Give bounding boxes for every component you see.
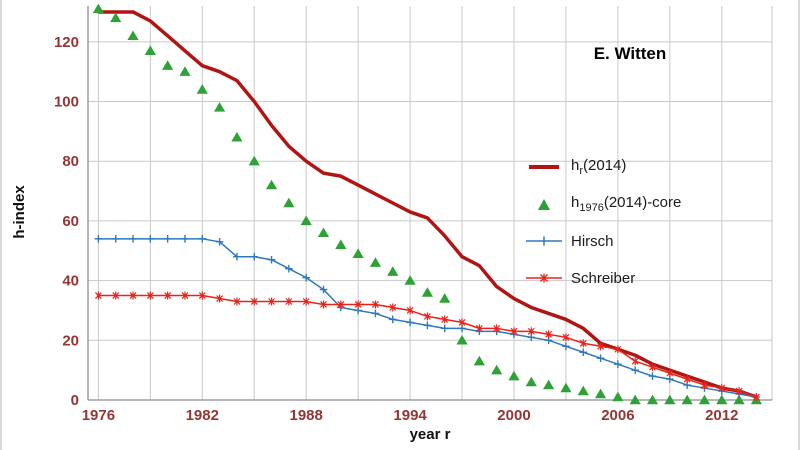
svg-text:2012: 2012 xyxy=(705,407,738,424)
x-axis-title: year r xyxy=(409,426,451,443)
legend-symbol-cell xyxy=(524,196,564,212)
svg-text:1988: 1988 xyxy=(289,407,322,424)
core-label-post: (2014)-core xyxy=(603,194,682,211)
legend-symbol-cell xyxy=(524,159,564,175)
legend-label-schreiber: Schreiber xyxy=(571,269,636,287)
svg-text:100: 100 xyxy=(54,94,79,111)
hr-label-sub: r xyxy=(579,165,584,177)
svg-text:2006: 2006 xyxy=(601,407,634,424)
schreiber-line-symbol xyxy=(526,273,562,283)
svg-text:0: 0 xyxy=(71,392,79,409)
svg-text:1976: 1976 xyxy=(82,407,115,424)
legend-label-hirsch: Hirsch xyxy=(571,232,614,250)
chart-annotation: E. Witten xyxy=(593,44,667,63)
legend: hr(2014) h1976(2014)-core Hirsch Schreib… xyxy=(524,157,681,306)
legend-item-schreiber: Schreiber xyxy=(524,269,681,287)
hr-label-post: (2014) xyxy=(583,157,627,174)
svg-text:40: 40 xyxy=(62,273,79,290)
legend-item-core: h1976(2014)-core xyxy=(524,194,681,214)
right-edge-decoration xyxy=(798,0,800,450)
svg-text:1994: 1994 xyxy=(393,407,427,424)
hr-line-symbol xyxy=(529,165,559,169)
svg-text:120: 120 xyxy=(54,34,79,51)
hr-label-pre: h xyxy=(571,157,580,174)
legend-symbol-cell xyxy=(524,233,564,249)
svg-text:80: 80 xyxy=(62,153,79,170)
legend-label-core: h1976(2014)-core xyxy=(571,194,681,214)
hirsch-line-symbol xyxy=(526,236,562,246)
core-label-sub: 1976 xyxy=(579,202,604,214)
core-triangle-symbol xyxy=(538,198,550,210)
y-axis-title: h-index xyxy=(11,185,28,239)
core-label-pre: h xyxy=(571,194,580,211)
svg-text:60: 60 xyxy=(62,213,79,230)
svg-text:1982: 1982 xyxy=(186,407,219,424)
legend-item-hirsch: Hirsch xyxy=(524,232,681,250)
legend-symbol-cell xyxy=(524,270,564,286)
svg-text:2000: 2000 xyxy=(497,407,530,424)
left-edge-decoration xyxy=(0,0,2,450)
legend-item-hr: hr(2014) xyxy=(524,157,681,177)
legend-label-hr: hr(2014) xyxy=(571,157,626,177)
svg-text:20: 20 xyxy=(62,332,79,349)
